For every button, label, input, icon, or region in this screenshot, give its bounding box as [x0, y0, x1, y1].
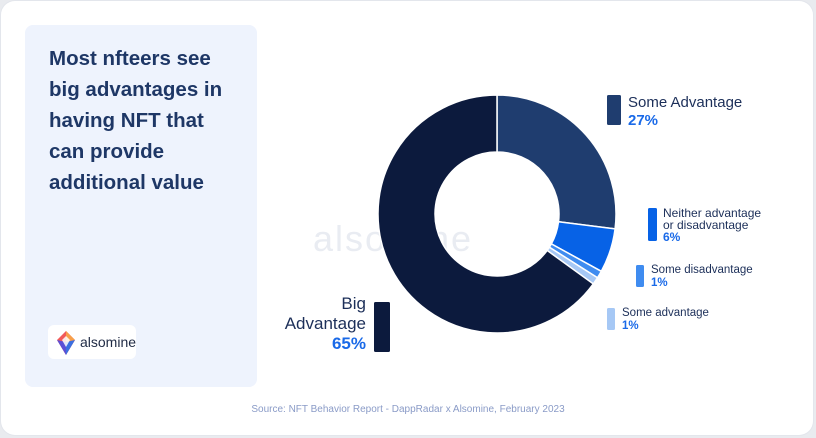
legend-label-neither-advantage-or-disadvantage-1: Neither advantage or disadvantage	[663, 206, 761, 232]
legend-marker-some-advantage-3	[607, 308, 615, 330]
data-label-some-disadvantage-2: 1%	[651, 277, 668, 289]
legend-marker-some-disadvantage-2	[636, 265, 644, 287]
donut-slice-big-advantage-4	[377, 94, 595, 334]
brand-name: alsomine	[80, 334, 137, 350]
alsomine-logo-icon	[57, 331, 75, 355]
legend-marker-big-advantage-4	[374, 302, 390, 352]
brand-logo: alsomine	[48, 325, 136, 359]
legend-marker-some-advantage-0	[607, 95, 621, 125]
donut-slice-some-advantage-0	[496, 94, 617, 230]
data-label-some-advantage-0: 27%	[628, 112, 658, 129]
headline: Most nfteers see big advantages in havin…	[49, 47, 223, 194]
legend-label-some-disadvantage-2: Some disadvantage	[651, 264, 753, 276]
data-label-some-advantage-3: 1%	[622, 320, 639, 332]
data-label-big-advantage-4: 65%	[332, 334, 366, 353]
source-note: Source: NFT Behavior Report - DappRadar …	[251, 404, 565, 415]
legend-marker-neither-advantage-or-disadvantage-1	[648, 208, 657, 241]
legend-label-big-advantage-4: Big Advantage	[285, 294, 366, 333]
legend-label-some-advantage-0: Some Advantage	[628, 94, 742, 111]
data-label-neither-advantage-or-disadvantage-1: 6%	[663, 230, 681, 244]
legend-label-some-advantage-3: Some advantage	[622, 307, 709, 319]
